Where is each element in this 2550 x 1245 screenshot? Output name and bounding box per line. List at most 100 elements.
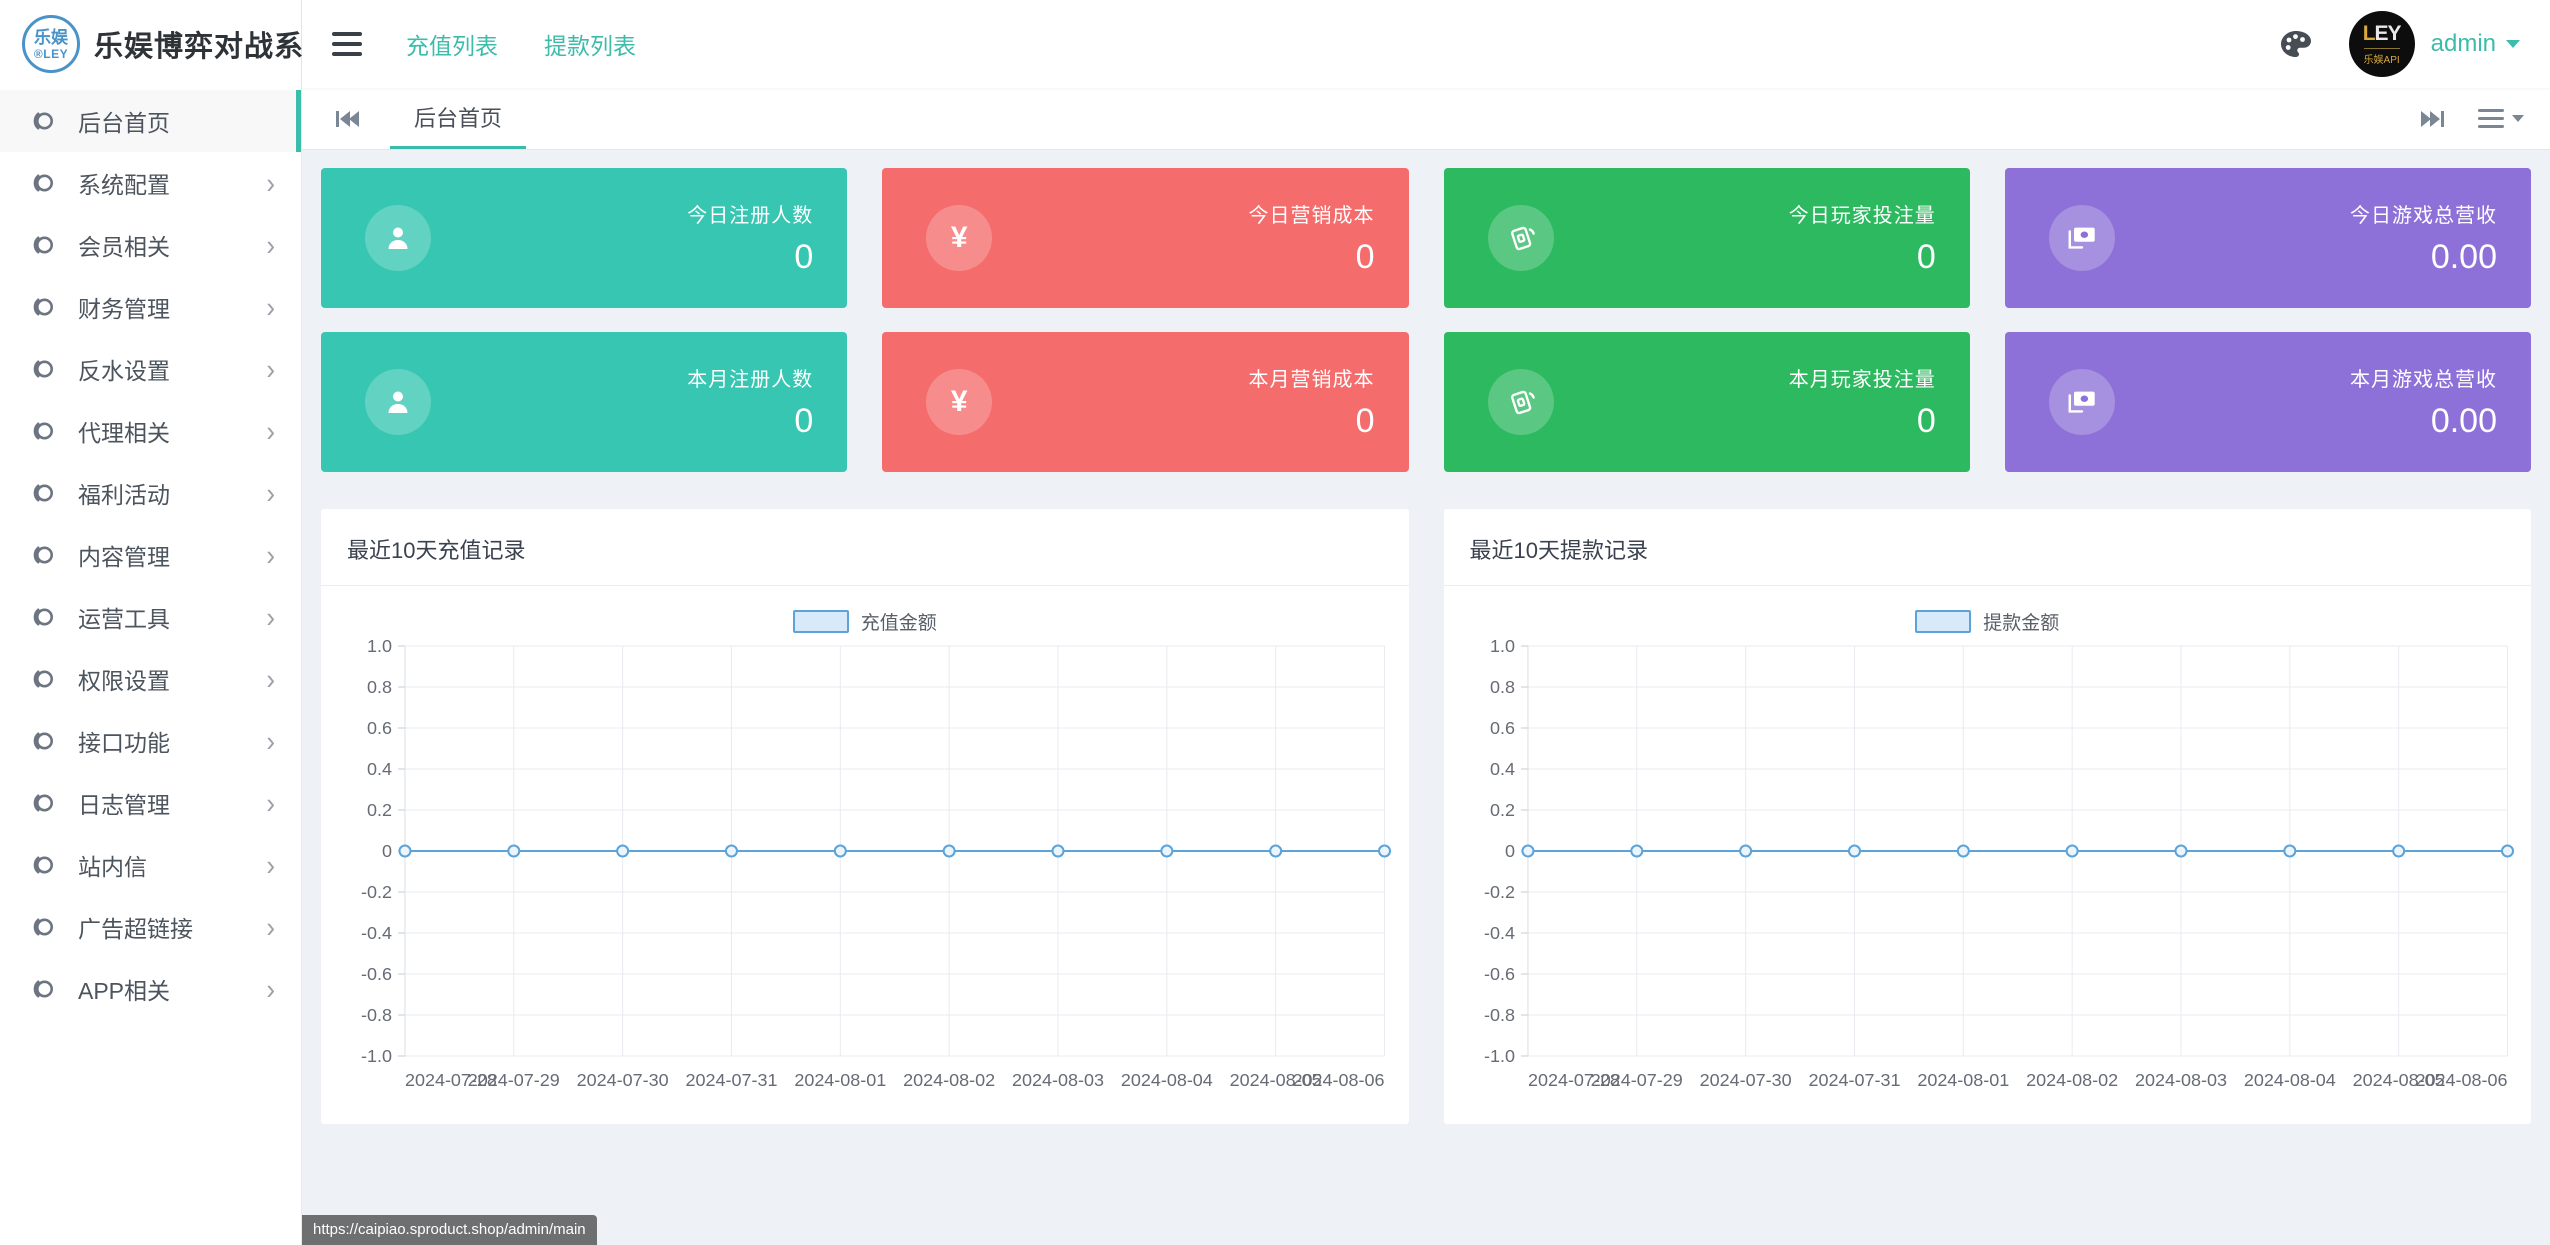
svg-text:2024-08-04: 2024-08-04	[2243, 1070, 2335, 1090]
sidebar-item-财务管理[interactable]: 财务管理 ›	[0, 276, 301, 338]
circle-swirl-icon	[33, 918, 53, 936]
svg-text:0.2: 0.2	[1489, 800, 1514, 820]
stat-card-value: 0	[1355, 402, 1375, 440]
circle-swirl-icon	[33, 112, 53, 130]
stat-cards: 今日注册人数 0 ¥ 今日营销成本 0 今日玩家投注量 0	[321, 168, 2531, 472]
sidebar-item-接口功能[interactable]: 接口功能 ›	[0, 710, 301, 772]
sidebar-item-广告超链接[interactable]: 广告超链接 ›	[0, 896, 301, 958]
chart-title: 最近10天提款记录	[1443, 509, 2531, 586]
circle-swirl-icon	[33, 670, 53, 688]
skip-forward-icon	[2421, 110, 2444, 127]
sidebar-item-内容管理[interactable]: 内容管理 ›	[0, 524, 301, 586]
circle-swirl-icon	[33, 298, 53, 316]
app-logo: 乐娱 ®LEY 乐娱博弈对战系统	[0, 0, 333, 88]
tab-options-button[interactable]	[2478, 88, 2524, 149]
logo-badge-bottom: ®LEY	[33, 46, 69, 61]
svg-text:2024-08-04: 2024-08-04	[1121, 1070, 1213, 1090]
chevron-right-icon: ›	[266, 414, 275, 448]
chevron-right-icon: ›	[266, 910, 275, 944]
sidebar-item-站内信[interactable]: 站内信 ›	[0, 834, 301, 896]
banknote-icon	[2048, 205, 2115, 271]
sidebar-item-APP相关[interactable]: APP相关 ›	[0, 958, 301, 1020]
avatar-brand-text: LEY	[2362, 21, 2402, 45]
svg-text:-0.8: -0.8	[361, 1005, 392, 1025]
stat-card-value: 0.00	[2430, 238, 2497, 276]
sidebar-item-label: 代理相关	[78, 420, 170, 446]
sidebar-item-后台首页[interactable]: 后台首页 ›	[0, 90, 301, 152]
tab-spacer	[526, 88, 2412, 149]
circle-swirl-icon	[33, 484, 53, 502]
chart-title: 最近10天充值记录	[321, 509, 1409, 586]
svg-text:0.6: 0.6	[1489, 718, 1514, 738]
stat-card-label: 今日游戏总营收	[2350, 205, 2497, 227]
svg-text:2024-08-01: 2024-08-01	[1917, 1070, 2009, 1090]
stat-card-label: 今日营销成本	[1248, 205, 1375, 227]
legend-label: 提款金额	[1983, 612, 2060, 634]
svg-text:2024-08-06: 2024-08-06	[1293, 1070, 1385, 1090]
sidebar-item-label: 站内信	[78, 854, 147, 880]
svg-text:-0.4: -0.4	[361, 923, 392, 943]
scroll-tabs-left-button[interactable]	[328, 88, 368, 149]
stat-card-label: 本月注册人数	[687, 369, 814, 391]
tab-bar: 后台首页	[302, 88, 2550, 150]
chevron-right-icon: ›	[266, 352, 275, 386]
svg-text:0: 0	[1504, 841, 1514, 861]
sidebar-item-运营工具[interactable]: 运营工具 ›	[0, 586, 301, 648]
sidebar-item-权限设置[interactable]: 权限设置 ›	[0, 648, 301, 710]
user-avatar[interactable]: LEY 乐娱API	[2348, 11, 2415, 77]
chevron-down-icon	[2512, 115, 2524, 122]
sidebar-nav: 后台首页 › 系统配置 › 会员相关 › 财务管理 ›	[0, 88, 301, 1245]
svg-text:0.8: 0.8	[367, 677, 392, 697]
legend-swatch	[792, 609, 849, 633]
legend-swatch	[1915, 609, 1972, 633]
status-url-tooltip: https://caipiao.sproduct.shop/admin/main	[302, 1215, 597, 1245]
stat-card-今日玩家投注量: 今日玩家投注量 0	[1443, 168, 1970, 308]
stat-card-value: 0	[1916, 238, 1936, 276]
sidebar-item-福利活动[interactable]: 福利活动 ›	[0, 462, 301, 524]
svg-text:0.8: 0.8	[1489, 677, 1514, 697]
nav-link-recharge-list[interactable]: 充值列表	[406, 33, 498, 59]
sidebar-item-代理相关[interactable]: 代理相关 ›	[0, 400, 301, 462]
stat-card-今日营销成本: ¥ 今日营销成本 0	[882, 168, 1409, 308]
charts-row: 最近10天充值记录 充值金额 1.0 0.8 0.6 0.4 0.2 0 -0.2 -0.4 -…	[321, 509, 2531, 1124]
theme-palette-icon[interactable]	[2279, 29, 2313, 59]
collapse-menu-icon[interactable]	[332, 32, 362, 56]
svg-text:2024-08-06: 2024-08-06	[2415, 1070, 2507, 1090]
circle-swirl-icon	[33, 236, 53, 254]
sidebar-item-label: 系统配置	[78, 172, 170, 198]
chevron-right-icon: ›	[266, 724, 275, 758]
svg-text:2024-08-01: 2024-08-01	[794, 1070, 886, 1090]
nav-link-withdraw-list[interactable]: 提款列表	[544, 33, 636, 59]
svg-text:2024-07-29: 2024-07-29	[1590, 1070, 1682, 1090]
avatar-subtitle: 乐娱API	[2363, 47, 2400, 66]
stat-card-value: 0.00	[2430, 402, 2497, 440]
logo-badge-icon: 乐娱 ®LEY	[22, 15, 80, 73]
scroll-tabs-right-button[interactable]	[2412, 88, 2452, 149]
sidebar-item-反水设置[interactable]: 反水设置 ›	[0, 338, 301, 400]
list-icon	[2478, 109, 2504, 128]
sidebar-item-label: 广告超链接	[78, 916, 193, 942]
svg-text:2024-08-05: 2024-08-05	[1230, 1070, 1322, 1090]
user-icon	[365, 205, 431, 271]
top-header: 充值列表 提款列表 LEY 乐娱API admin	[302, 0, 2550, 88]
stat-card-value: 0	[794, 402, 814, 440]
yen-icon: ¥	[926, 205, 993, 271]
chevron-right-icon: ›	[266, 166, 275, 200]
sidebar-item-系统配置[interactable]: 系统配置 ›	[0, 152, 301, 214]
yen-icon: ¥	[926, 369, 993, 435]
user-menu[interactable]: admin	[2431, 30, 2520, 58]
svg-text:0.4: 0.4	[367, 759, 392, 779]
legend-recharge-amount[interactable]: 充值金额	[321, 608, 1409, 634]
circle-swirl-icon	[33, 732, 53, 750]
chevron-right-icon: ›	[266, 600, 275, 634]
circle-swirl-icon	[33, 608, 53, 626]
sidebar-item-label: 接口功能	[78, 730, 170, 756]
tab-dashboard-home[interactable]: 后台首页	[390, 88, 527, 149]
svg-text:2024-08-03: 2024-08-03	[2135, 1070, 2227, 1090]
chevron-right-icon: ›	[266, 662, 275, 696]
svg-text:2024-08-05: 2024-08-05	[2352, 1070, 2444, 1090]
sidebar-item-日志管理[interactable]: 日志管理 ›	[0, 772, 301, 834]
legend-withdraw-amount[interactable]: 提款金额	[1444, 608, 2532, 634]
sidebar-item-会员相关[interactable]: 会员相关 ›	[0, 214, 301, 276]
